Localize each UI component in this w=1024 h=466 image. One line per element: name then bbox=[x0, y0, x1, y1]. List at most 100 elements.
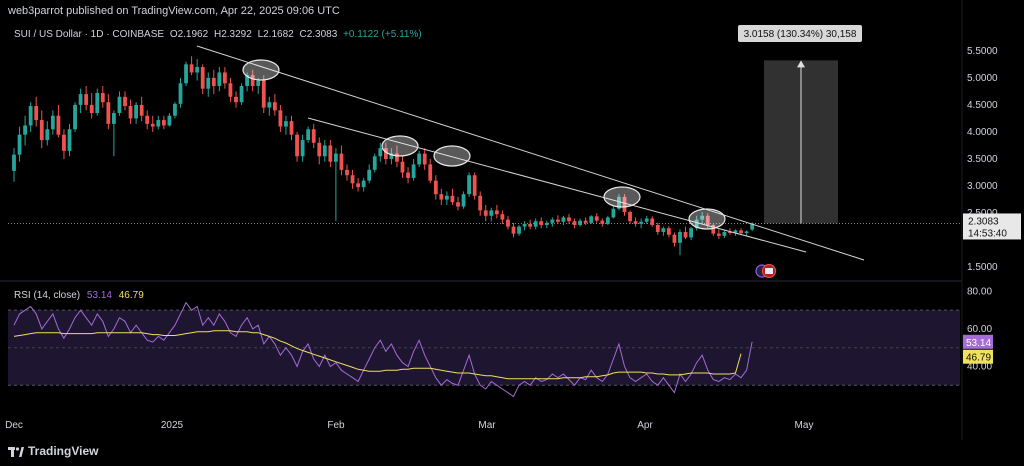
candle-body bbox=[178, 83, 183, 104]
candle-body bbox=[511, 226, 516, 234]
candle-body bbox=[478, 195, 483, 211]
time-tick-label: May bbox=[795, 420, 814, 431]
candle-body bbox=[578, 220, 582, 225]
candle-body bbox=[89, 104, 94, 114]
measure-arrow-head bbox=[797, 60, 805, 68]
candle-body bbox=[611, 208, 616, 218]
candle-body bbox=[78, 94, 83, 105]
candle-body bbox=[467, 175, 471, 195]
candle-body bbox=[711, 224, 716, 234]
candle-body bbox=[650, 218, 655, 225]
candle-body bbox=[583, 220, 588, 223]
candle-body bbox=[744, 231, 749, 234]
rsi-legend: RSI (14, close) 53.14 46.79 bbox=[14, 290, 144, 301]
candle-body bbox=[100, 93, 105, 103]
price-chart[interactable]: 3.0158 (130.34%) 30,158 5.5000 5.0000 4.500… bbox=[0, 0, 1024, 440]
candle-body bbox=[589, 216, 594, 223]
candle-body bbox=[195, 67, 200, 73]
touch-highlight bbox=[603, 186, 641, 208]
candle-body bbox=[517, 226, 521, 234]
candle-body bbox=[217, 72, 222, 86]
candle-body bbox=[145, 115, 150, 124]
rsi-tick-label: 80.00 bbox=[967, 286, 992, 297]
candle-body bbox=[134, 104, 138, 119]
candle-body bbox=[223, 72, 227, 84]
candle-body bbox=[494, 210, 499, 215]
candle-body bbox=[356, 183, 360, 188]
candle-body bbox=[572, 221, 577, 225]
candle-body bbox=[739, 230, 743, 234]
candle-body bbox=[361, 180, 366, 188]
candle-body bbox=[694, 219, 699, 229]
ohlc-open: O2.1962 bbox=[169, 29, 209, 40]
candle-body bbox=[383, 148, 388, 159]
candle-body bbox=[428, 164, 433, 181]
candle-body bbox=[239, 85, 244, 103]
time-tick-label: Feb bbox=[327, 420, 345, 431]
trendline-upper bbox=[196, 45, 865, 261]
symbol-legend: SUI / US Dollar · 1D · COINBASE O2.1962 … bbox=[14, 29, 425, 40]
candle-body bbox=[600, 220, 605, 224]
candle-body bbox=[28, 105, 33, 126]
candle-body bbox=[472, 175, 477, 196]
price-tick-label: 5.0000 bbox=[967, 73, 998, 84]
time-tick-label: Mar bbox=[478, 420, 496, 431]
tradingview-footer: TradingView bbox=[8, 444, 98, 458]
rsi-legend-label: RSI (14, close) bbox=[14, 290, 81, 301]
candle-body bbox=[628, 212, 632, 222]
candle-body bbox=[256, 80, 261, 86]
rsi-legend-value: 53.14 bbox=[86, 290, 112, 301]
touch-highlight bbox=[688, 208, 726, 230]
candle-body bbox=[483, 210, 488, 216]
candle-body bbox=[167, 115, 172, 126]
candle-body bbox=[622, 196, 627, 213]
candle-body bbox=[39, 120, 44, 141]
candle-body bbox=[84, 94, 89, 105]
candle-body bbox=[683, 232, 688, 238]
candle-body bbox=[112, 113, 116, 124]
candle-body bbox=[173, 103, 177, 116]
candle-body bbox=[644, 218, 649, 222]
rsi-tick-label: 60.00 bbox=[967, 324, 992, 335]
candle-body bbox=[23, 125, 27, 135]
price-tick-label: 3.0000 bbox=[967, 181, 998, 192]
candle-body bbox=[716, 233, 721, 236]
candle-body bbox=[372, 156, 377, 170]
candle-body bbox=[289, 121, 294, 135]
rsi-tick-label: 40.00 bbox=[967, 361, 992, 372]
rsi-tag-bg bbox=[963, 334, 993, 349]
candle-body bbox=[295, 134, 299, 157]
candle-body bbox=[50, 115, 55, 130]
candle-body bbox=[733, 230, 738, 233]
rsi-legend-ma: 46.79 bbox=[118, 290, 144, 301]
measure-label: 3.0158 (130.34%) 30,158 bbox=[744, 29, 857, 40]
candle-body bbox=[95, 93, 100, 114]
rsi-ma-tag-bg bbox=[963, 349, 993, 364]
candle-body bbox=[211, 77, 216, 86]
candle-body bbox=[150, 123, 155, 127]
flag-stripe bbox=[765, 268, 773, 274]
candle-body bbox=[661, 228, 666, 233]
time-tick-label: 2025 bbox=[161, 420, 184, 431]
candle-body bbox=[633, 221, 638, 224]
candle-body bbox=[306, 129, 311, 141]
touch-highlight bbox=[242, 59, 280, 81]
candle-body bbox=[533, 221, 538, 227]
candle-body bbox=[678, 232, 682, 243]
candle-body bbox=[728, 232, 732, 234]
candle-body bbox=[439, 194, 444, 200]
candle-body bbox=[456, 202, 460, 207]
candle-body bbox=[350, 175, 355, 184]
price-tag-bg bbox=[963, 213, 1021, 240]
candle-body bbox=[267, 102, 272, 108]
candle-body bbox=[62, 134, 66, 151]
candle-body bbox=[234, 96, 238, 103]
candle-body bbox=[250, 75, 255, 86]
candle-body bbox=[605, 217, 610, 224]
candle-body bbox=[339, 153, 344, 170]
price-tick-label: 4.0000 bbox=[967, 127, 998, 138]
ohlc-high: H2.3292 bbox=[213, 29, 252, 40]
price-tick-label: 5.5000 bbox=[967, 46, 998, 57]
measure-label-bg bbox=[738, 25, 862, 42]
candle-body bbox=[245, 75, 249, 86]
